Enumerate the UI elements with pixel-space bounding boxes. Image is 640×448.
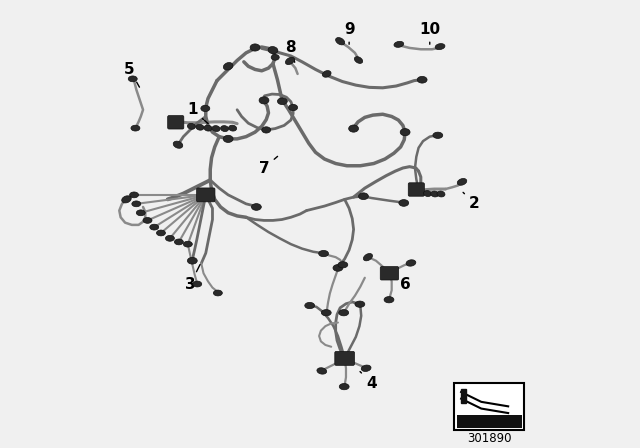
Ellipse shape <box>355 56 363 64</box>
FancyBboxPatch shape <box>335 351 355 366</box>
Ellipse shape <box>259 97 269 104</box>
Text: 301890: 301890 <box>467 431 511 445</box>
Ellipse shape <box>355 301 365 307</box>
Ellipse shape <box>364 254 372 261</box>
Ellipse shape <box>188 257 197 264</box>
Text: 1: 1 <box>187 102 208 124</box>
Text: 7: 7 <box>259 156 278 176</box>
Ellipse shape <box>399 200 409 206</box>
Ellipse shape <box>174 239 184 245</box>
Ellipse shape <box>349 125 358 132</box>
Ellipse shape <box>358 193 369 200</box>
Ellipse shape <box>157 230 165 236</box>
Ellipse shape <box>143 218 152 224</box>
Ellipse shape <box>361 365 371 371</box>
Ellipse shape <box>321 310 332 316</box>
Ellipse shape <box>278 98 287 105</box>
Ellipse shape <box>201 105 210 112</box>
FancyBboxPatch shape <box>380 267 399 280</box>
Ellipse shape <box>252 203 261 211</box>
Ellipse shape <box>437 191 445 197</box>
Ellipse shape <box>335 38 345 45</box>
Polygon shape <box>461 389 466 403</box>
Ellipse shape <box>221 125 228 132</box>
Ellipse shape <box>339 383 349 390</box>
Ellipse shape <box>285 57 294 65</box>
Ellipse shape <box>188 123 195 129</box>
Ellipse shape <box>173 141 183 148</box>
Text: 6: 6 <box>394 273 410 292</box>
Text: 3: 3 <box>185 265 200 292</box>
Ellipse shape <box>223 63 233 70</box>
Ellipse shape <box>204 125 212 131</box>
Ellipse shape <box>250 44 260 51</box>
Ellipse shape <box>271 55 279 60</box>
Ellipse shape <box>457 178 467 185</box>
FancyBboxPatch shape <box>454 383 524 430</box>
Text: 10: 10 <box>419 22 440 44</box>
Bar <box>457 415 522 428</box>
Ellipse shape <box>400 129 410 136</box>
Text: 5: 5 <box>124 62 140 87</box>
Ellipse shape <box>136 210 145 216</box>
Ellipse shape <box>417 77 427 83</box>
Ellipse shape <box>130 192 139 198</box>
Ellipse shape <box>213 290 222 296</box>
Text: 2: 2 <box>463 192 480 211</box>
Ellipse shape <box>132 201 141 207</box>
Ellipse shape <box>150 224 159 230</box>
FancyBboxPatch shape <box>196 188 215 202</box>
Ellipse shape <box>406 260 416 266</box>
Ellipse shape <box>317 368 326 374</box>
Ellipse shape <box>431 191 438 197</box>
Ellipse shape <box>128 76 137 82</box>
Ellipse shape <box>433 132 443 138</box>
Ellipse shape <box>424 190 431 197</box>
Ellipse shape <box>323 71 331 77</box>
Ellipse shape <box>223 135 233 142</box>
FancyBboxPatch shape <box>408 183 424 196</box>
Ellipse shape <box>184 241 192 247</box>
Ellipse shape <box>228 125 237 131</box>
Ellipse shape <box>122 196 131 203</box>
Ellipse shape <box>193 281 202 287</box>
Ellipse shape <box>339 310 349 316</box>
Ellipse shape <box>212 125 220 132</box>
Ellipse shape <box>319 250 328 257</box>
FancyBboxPatch shape <box>168 116 184 129</box>
Text: 8: 8 <box>285 39 296 62</box>
Ellipse shape <box>394 41 404 47</box>
Ellipse shape <box>305 302 315 309</box>
Ellipse shape <box>262 127 271 133</box>
Ellipse shape <box>435 43 445 50</box>
Ellipse shape <box>289 104 298 111</box>
Ellipse shape <box>268 47 278 54</box>
Ellipse shape <box>131 125 140 131</box>
Ellipse shape <box>338 262 348 268</box>
Ellipse shape <box>333 264 343 271</box>
Ellipse shape <box>196 124 204 130</box>
Text: 4: 4 <box>360 371 377 391</box>
Text: 9: 9 <box>344 22 355 44</box>
Ellipse shape <box>384 297 394 303</box>
Ellipse shape <box>166 236 174 241</box>
